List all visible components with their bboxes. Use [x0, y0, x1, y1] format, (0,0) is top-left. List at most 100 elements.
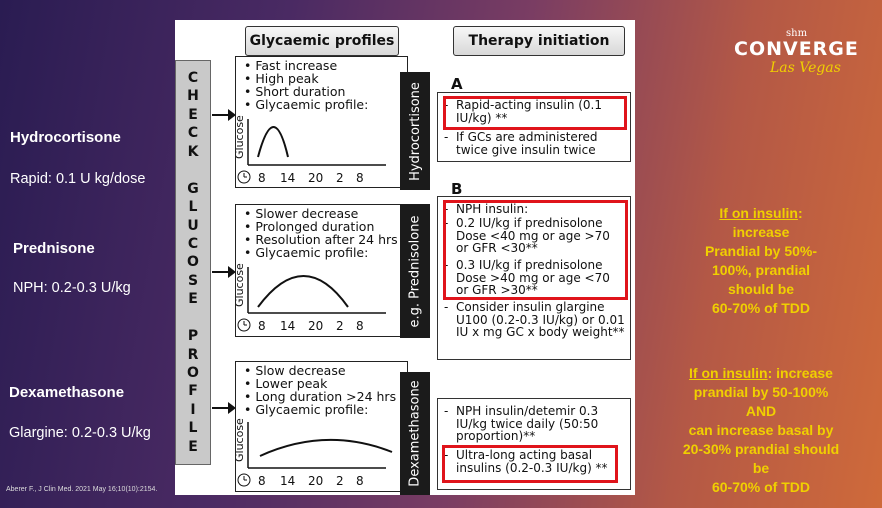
note1-line: 60-70% of TDD: [711, 300, 811, 316]
therapy-item: - NPH insulin/detemir 0.3 IU/kg twice dai…: [444, 405, 624, 443]
red-highlight-box: [442, 445, 618, 483]
profile-bullet: Glycaemic profile:: [244, 98, 407, 111]
profile-bullet: Resolution after 24 hrs: [244, 233, 407, 246]
check-column-letter: G: [187, 180, 199, 197]
note2-line: AND: [745, 403, 777, 419]
profile-bullet: Short duration: [244, 85, 407, 98]
citation: Aberer F., J Clin Med. 2021 May 16;10(10…: [6, 486, 158, 493]
hydrocortisone-dose: Rapid: 0.1 U kg/dose: [10, 171, 146, 187]
therapy-item-text: 0.2 IU/kg if prednisolone Dose <40 mg or…: [456, 216, 610, 255]
therapy-item-text: Consider insulin glargine U100 (0.2-0.3 …: [456, 300, 625, 339]
time-tick: 20: [308, 474, 323, 488]
check-column-letter: C: [187, 125, 199, 142]
time-tick: 8: [258, 319, 266, 333]
check-column-letter: U: [187, 217, 199, 234]
therapy-item: - NPH insulin:: [444, 203, 620, 216]
therapy-item-text: If GCs are administered twice give insul…: [456, 130, 598, 157]
profile-bullet: Glycaemic profile:: [244, 403, 407, 416]
note1-heading: If on insulin: [719, 205, 798, 221]
therapy-item-text: Rapid-acting insulin (0.1 IU/kg) **: [456, 98, 603, 125]
prednisone-dose: NPH: 0.2-0.3 U/kg: [13, 280, 131, 296]
profile-bullet: Lower peak: [244, 377, 407, 390]
drug-label-text: e.g. Prednisolone: [407, 215, 423, 327]
check-column-letter: H: [187, 88, 199, 105]
time-tick: 8: [356, 474, 364, 488]
axis-label: Glucose: [236, 418, 246, 462]
profile-prednisolone: Slower decrease Prolonged duration Resol…: [235, 204, 408, 337]
drug-label-hydrocortisone: Hydrocortisone: [400, 72, 430, 190]
note1-line: 100%, prandial: [711, 262, 811, 278]
drug-label-dexamethasone: Dexamethasone: [400, 372, 430, 495]
therapy-item-text: Ultra-long acting basal insulins (0.2-0.…: [456, 448, 608, 475]
red-highlight-box: [443, 200, 628, 300]
therapy-item: - Ultra-long acting basal insulins (0.2-0…: [444, 449, 620, 474]
logo-converge: CONVERGE: [734, 38, 859, 60]
drug-label-text: Dexamethasone: [407, 380, 423, 487]
therapy-item: -0.2 IU/kg if prednisolone Dose <40 mg o…: [444, 217, 622, 255]
time-tick: 2: [336, 474, 344, 488]
shm-converge-logo: shm CONVERGE Las Vegas: [720, 28, 870, 88]
glucose-curve-prolonged: Glucose 8 14 20 2 8: [236, 263, 386, 333]
note1-line: Prandial by 50%-: [704, 243, 818, 259]
check-column-letter: I: [190, 401, 196, 418]
profile-bullet: Fast increase: [244, 59, 407, 72]
header-therapy-initiation: Therapy initiation: [453, 26, 625, 56]
check-column-letter: R: [187, 346, 199, 363]
therapy-item-text: 0.3 IU/kg if prednisolone Dose >40 mg or…: [456, 258, 610, 297]
check-column-letter: E: [188, 438, 198, 455]
arrow-icon: [212, 266, 236, 278]
note2-line: prandial by 50-100%: [693, 384, 829, 400]
arrow-icon: [212, 109, 236, 121]
therapy-item: - Consider insulin glargine U100 (0.2-0.3…: [444, 300, 625, 339]
dexamethasone-title: Dexamethasone: [9, 384, 125, 401]
note2-line: can increase basal by: [688, 422, 834, 438]
section-a-letter: A: [451, 75, 463, 93]
check-column-letter: F: [188, 383, 198, 400]
dexamethasone-dose: Glargine: 0.2-0.3 U/kg: [9, 425, 151, 441]
time-tick: 8: [356, 319, 364, 333]
check-column-letter: O: [187, 254, 199, 271]
check-column-letter: E: [188, 106, 198, 123]
check-column-letter: C: [187, 235, 199, 252]
check-column-letter: E: [188, 291, 198, 308]
time-tick: 8: [258, 474, 266, 488]
drug-label-text: Hydrocortisone: [407, 81, 423, 181]
check-column-letter: L: [188, 420, 198, 437]
note2-first-rest: : increase: [767, 365, 833, 381]
check-column-letter: C: [187, 70, 199, 86]
insulin-note-2: If on insulin: increase prandial by 50-1…: [652, 364, 870, 497]
profile-hydrocortisone: Fast increase High peak Short duration G…: [235, 56, 408, 188]
clock-icon: [237, 473, 251, 487]
profile-bullet: Long duration >24 hrs: [244, 390, 407, 403]
glucose-curve-flat: Glucose 8 14 20 2 8: [236, 418, 393, 488]
time-tick: 2: [336, 319, 344, 333]
note2-line: 20-30% prandial should: [682, 441, 840, 457]
logo-shm: shm: [786, 28, 808, 39]
therapy-item-text: NPH insulin/detemir 0.3 IU/kg twice dail…: [456, 404, 599, 443]
therapy-item: -0.3 IU/kg if prednisolone Dose >40 mg o…: [444, 259, 622, 297]
insulin-note-1: If on insulin: increase Prandial by 50%-…: [668, 204, 854, 318]
profile-bullet: Glycaemic profile:: [244, 246, 407, 259]
note1-line: should be: [727, 281, 795, 297]
check-column-letter: K: [187, 143, 199, 160]
time-tick: 14: [280, 171, 295, 185]
time-tick: 2: [336, 171, 344, 185]
profile-bullet: Slow decrease: [244, 364, 407, 377]
prednisone-title: Prednisone: [13, 240, 95, 257]
axis-label: Glucose: [236, 115, 246, 159]
profile-bullet: Prolonged duration: [244, 220, 407, 233]
header-glycaemic-profiles: Glycaemic profiles: [245, 26, 399, 56]
drug-label-prednisolone: e.g. Prednisolone: [400, 204, 430, 338]
profile-dexamethasone: Slow decrease Lower peak Long duration >…: [235, 361, 408, 492]
time-tick: 20: [308, 319, 323, 333]
arrow-icon: [212, 402, 236, 414]
note2-heading: If on insulin: [689, 365, 768, 381]
profile-bullet: Slower decrease: [244, 207, 407, 220]
time-tick: 14: [280, 319, 295, 333]
time-tick: 20: [308, 171, 323, 185]
note1-line: increase: [732, 224, 790, 240]
logo-las-vegas: Las Vegas: [770, 60, 841, 76]
check-column-letter: L: [188, 199, 198, 216]
